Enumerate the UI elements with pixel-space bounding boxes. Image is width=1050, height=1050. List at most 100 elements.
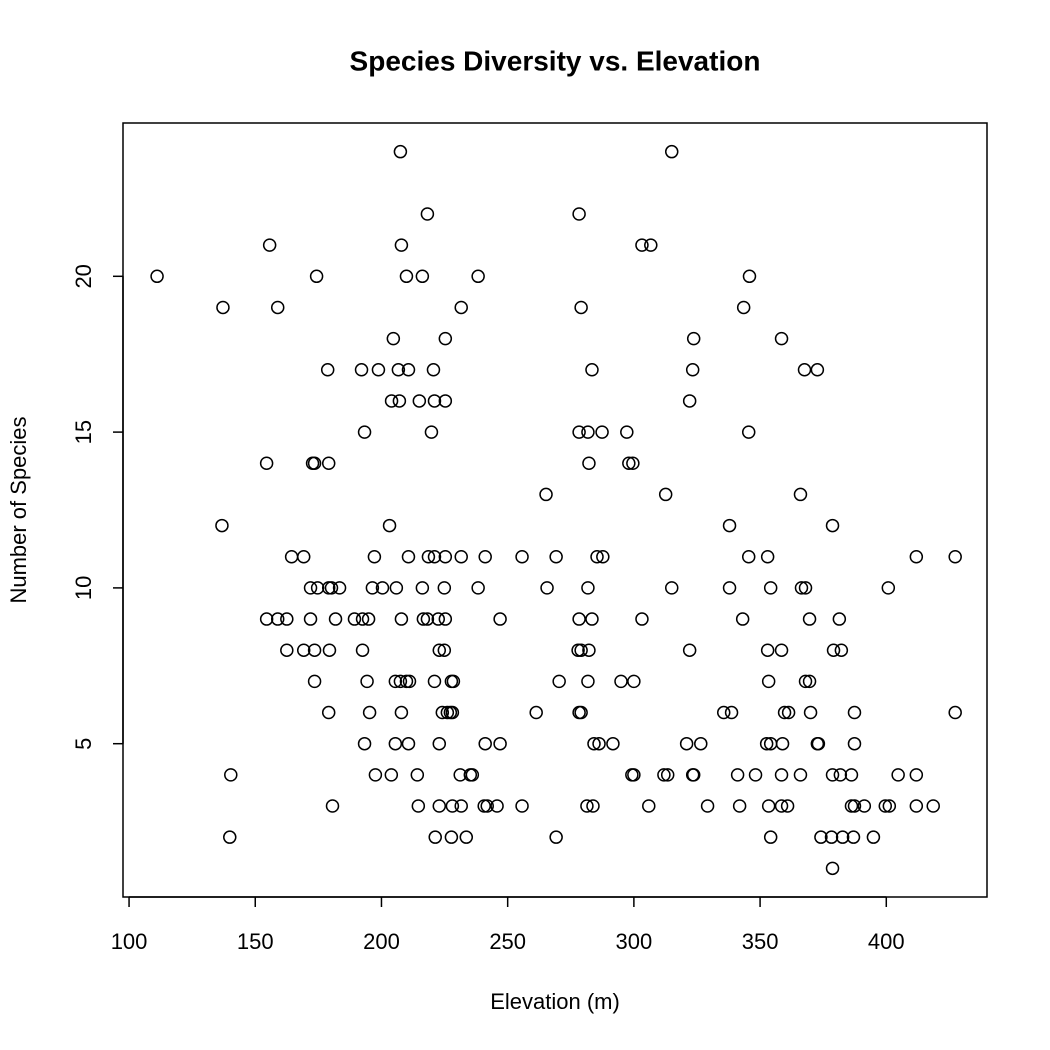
point — [309, 269, 324, 284]
point — [223, 830, 237, 844]
point — [574, 705, 588, 720]
point — [722, 518, 737, 533]
point — [620, 425, 634, 439]
point — [552, 674, 566, 689]
y-tick-label: 20 — [71, 264, 96, 288]
point — [392, 394, 407, 408]
point — [622, 456, 636, 471]
point — [150, 269, 164, 284]
point — [307, 643, 322, 657]
point — [909, 768, 924, 782]
point — [832, 612, 847, 626]
point — [810, 363, 825, 377]
point — [948, 549, 962, 564]
point — [627, 674, 641, 689]
point — [732, 799, 747, 813]
point — [446, 674, 461, 689]
point — [401, 736, 416, 751]
point — [679, 736, 694, 751]
point — [606, 736, 620, 751]
point — [736, 300, 751, 315]
point — [834, 643, 849, 657]
point — [332, 581, 347, 595]
point — [585, 612, 599, 626]
point — [596, 549, 610, 564]
point — [780, 799, 795, 813]
point — [793, 487, 808, 502]
point — [626, 456, 640, 471]
point — [215, 518, 229, 533]
point — [411, 799, 426, 813]
point — [635, 238, 649, 252]
point — [393, 674, 408, 689]
point — [328, 612, 343, 626]
point — [493, 612, 507, 626]
point — [642, 799, 656, 813]
point — [515, 549, 529, 564]
point — [657, 768, 671, 782]
point — [493, 736, 507, 751]
point — [307, 456, 322, 471]
point — [280, 643, 294, 657]
point — [384, 768, 399, 782]
point — [774, 643, 789, 657]
point — [438, 612, 453, 626]
point — [529, 705, 543, 720]
point — [878, 799, 893, 813]
point — [549, 830, 563, 844]
point — [445, 799, 460, 813]
point — [321, 705, 336, 720]
point — [490, 799, 504, 813]
point — [354, 363, 369, 377]
point — [438, 549, 453, 564]
x-tick-label: 300 — [616, 929, 653, 954]
point — [825, 518, 840, 533]
point — [664, 581, 679, 595]
point — [471, 269, 485, 284]
point — [857, 799, 872, 813]
y-axis-label: Number of Species — [6, 416, 31, 603]
x-tick-label: 250 — [489, 929, 526, 954]
point — [224, 768, 238, 782]
point — [391, 363, 406, 377]
point — [825, 861, 840, 876]
point — [797, 363, 812, 377]
point — [866, 830, 881, 844]
point — [362, 705, 377, 720]
point — [322, 643, 337, 657]
point — [515, 799, 529, 813]
x-axis-label: Elevation (m) — [490, 989, 620, 1014]
point — [582, 643, 596, 657]
point — [437, 643, 452, 657]
point — [438, 394, 453, 408]
point — [774, 799, 789, 813]
point — [438, 331, 453, 346]
point — [700, 799, 715, 813]
point — [581, 425, 595, 439]
point — [394, 238, 409, 252]
point — [716, 705, 731, 720]
chart-title: Species Diversity vs. Elevation — [350, 45, 761, 76]
y-tick-label: 5 — [71, 738, 96, 750]
x-tick-label: 400 — [868, 929, 905, 954]
point — [427, 549, 442, 564]
point — [410, 768, 425, 782]
point — [882, 799, 897, 813]
point — [664, 144, 679, 159]
point — [580, 799, 594, 813]
point — [774, 768, 789, 782]
point — [926, 799, 940, 813]
point — [296, 643, 311, 657]
point — [635, 612, 649, 626]
point — [454, 300, 468, 315]
point — [686, 768, 701, 782]
point — [368, 768, 383, 782]
point — [847, 799, 862, 813]
point — [774, 331, 789, 346]
point — [627, 768, 641, 782]
point — [357, 736, 372, 751]
point — [574, 300, 588, 315]
point — [735, 612, 750, 626]
point — [682, 643, 697, 657]
point — [431, 612, 446, 626]
